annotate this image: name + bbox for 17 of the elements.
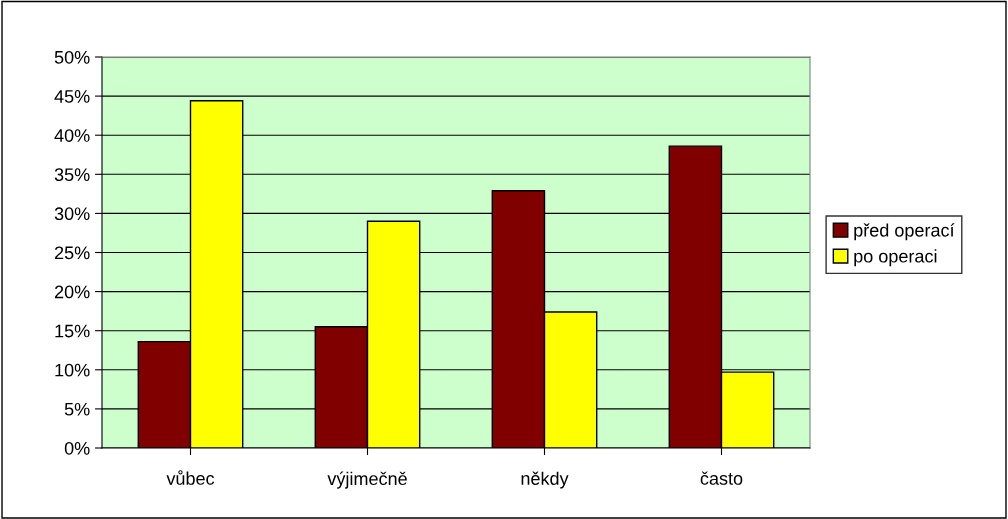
y-tick-label: 35%	[54, 168, 90, 182]
y-tick-label: 0%	[64, 441, 90, 455]
y-tick-label: 45%	[54, 90, 90, 103]
y-tick-label: 25%	[54, 246, 90, 260]
x-tick-label: vůbec	[166, 470, 215, 485]
y-tick-label: 40%	[54, 129, 90, 142]
x-tick-label: někdy	[521, 471, 569, 489]
legend-label: po operaci	[854, 249, 937, 267]
y-tick-label: 15%	[55, 324, 90, 338]
x-tick-label: často	[700, 471, 743, 485]
x-tick-label: výjimečně	[327, 471, 407, 489]
y-tick-label: 50%	[54, 50, 90, 64]
y-tick-label: 10%	[55, 363, 90, 377]
y-tick-label: 20%	[54, 285, 90, 299]
legend-label: před operací	[854, 223, 955, 241]
y-tick-label: 30%	[54, 207, 90, 221]
y-tick-label: 5%	[64, 402, 90, 416]
